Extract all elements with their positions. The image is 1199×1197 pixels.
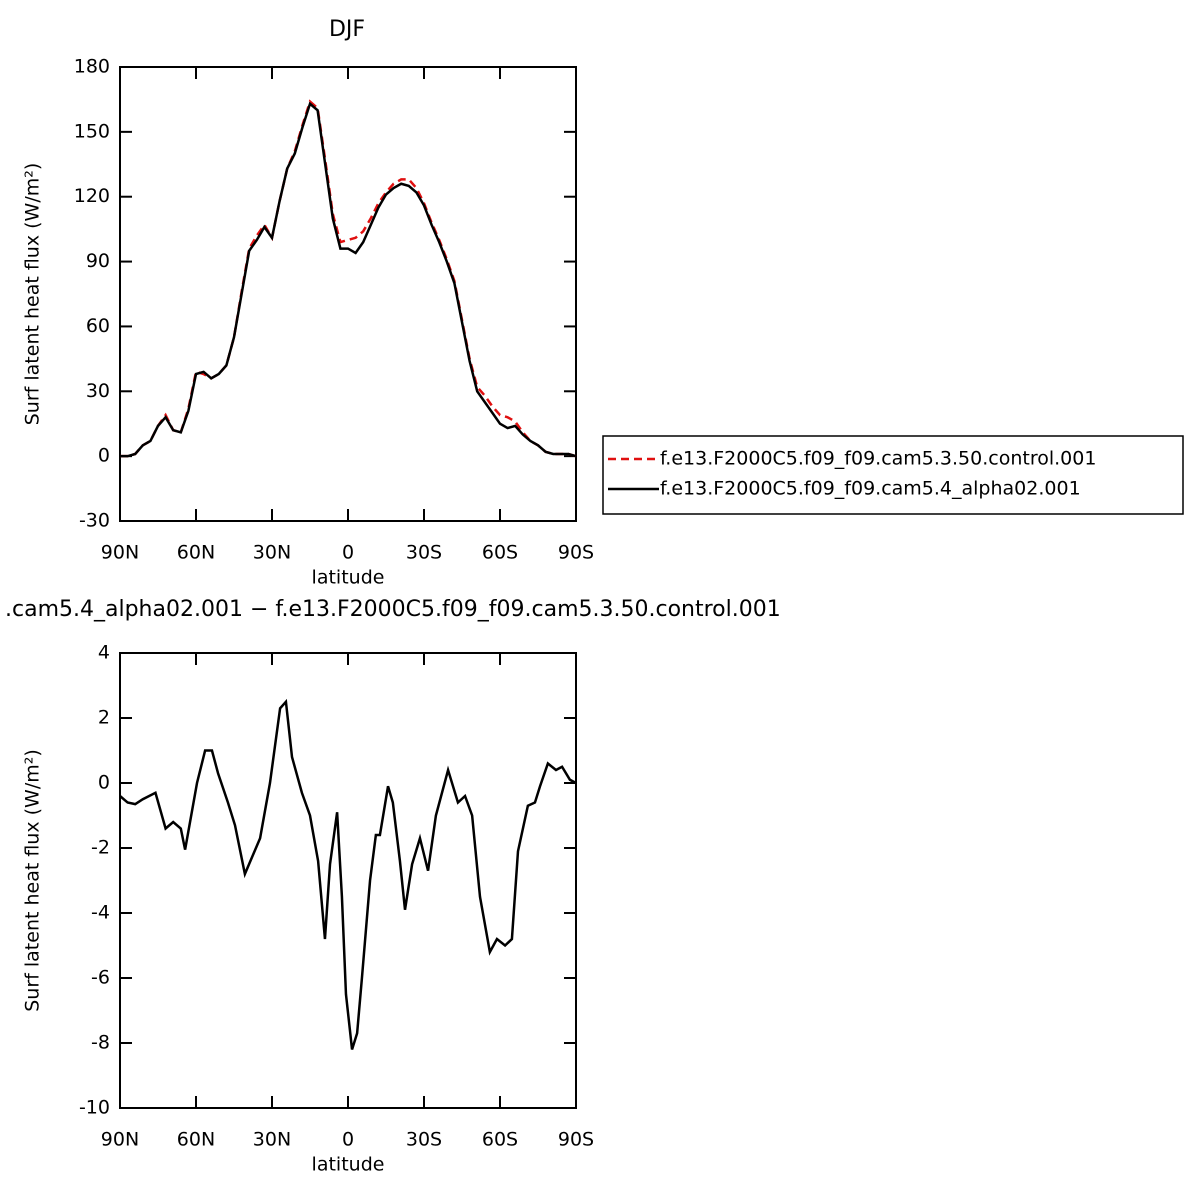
x-tick-label: 60N: [177, 1129, 215, 1151]
y-tick-label: -8: [91, 1032, 110, 1054]
x-tick-label: 60S: [482, 1129, 518, 1151]
y-tick-label: 30: [86, 380, 110, 402]
x-tick-label: 90S: [558, 542, 594, 564]
x-tick-label: 0: [342, 542, 354, 564]
y-tick-label: 150: [74, 120, 110, 142]
x-tick-label: 30S: [406, 1129, 442, 1151]
y-tick-label: -10: [79, 1097, 110, 1119]
y-tick-label: -30: [79, 510, 110, 532]
plot-frame: [119, 652, 577, 1109]
y-tick-label: 180: [74, 56, 110, 78]
chart-title: DJF: [329, 17, 365, 42]
series-line: [120, 99, 577, 458]
x-tick-label: 60S: [482, 542, 518, 564]
x-tick-label: 90N: [101, 542, 139, 564]
x-tick-label: 60N: [177, 542, 215, 564]
y-tick-label: 0: [98, 772, 110, 794]
y-tick-label: 90: [86, 250, 110, 272]
x-tick-label: 0: [342, 1129, 354, 1151]
plot-frame: [119, 66, 577, 522]
chart-title: .cam5.4_alpha02.001 − f.e13.F2000C5.f09_…: [5, 597, 781, 622]
y-tick-label: 0: [98, 445, 110, 467]
y-axis-label: Surf latent heat flux (W/m²): [22, 749, 44, 1012]
x-tick-label: 30N: [253, 542, 291, 564]
x-tick-label: 30N: [253, 1129, 291, 1151]
series-line: [119, 698, 577, 1050]
y-tick-label: -6: [91, 967, 110, 989]
y-tick-label: 60: [86, 315, 110, 337]
y-tick-label: -4: [91, 902, 110, 924]
y-tick-label: 4: [98, 642, 110, 664]
x-tick-label: 30S: [406, 542, 442, 564]
y-tick-label: -2: [91, 837, 110, 859]
y-axis-label: Surf latent heat flux (W/m²): [22, 163, 44, 426]
x-tick-label: 90N: [101, 1129, 139, 1151]
series-line: [120, 101, 577, 458]
legend-label: f.e13.F2000C5.f09_f09.cam5.3.50.control.…: [660, 448, 1096, 470]
y-tick-label: 120: [74, 185, 110, 207]
x-axis-label: latitude: [312, 1154, 385, 1176]
y-tick-label: 2: [98, 707, 110, 729]
legend-box: [602, 435, 1184, 515]
x-tick-label: 90S: [558, 1129, 594, 1151]
legend-label: f.e13.F2000C5.f09_f09.cam5.4_alpha02.001: [660, 478, 1081, 500]
x-axis-label: latitude: [312, 567, 385, 589]
